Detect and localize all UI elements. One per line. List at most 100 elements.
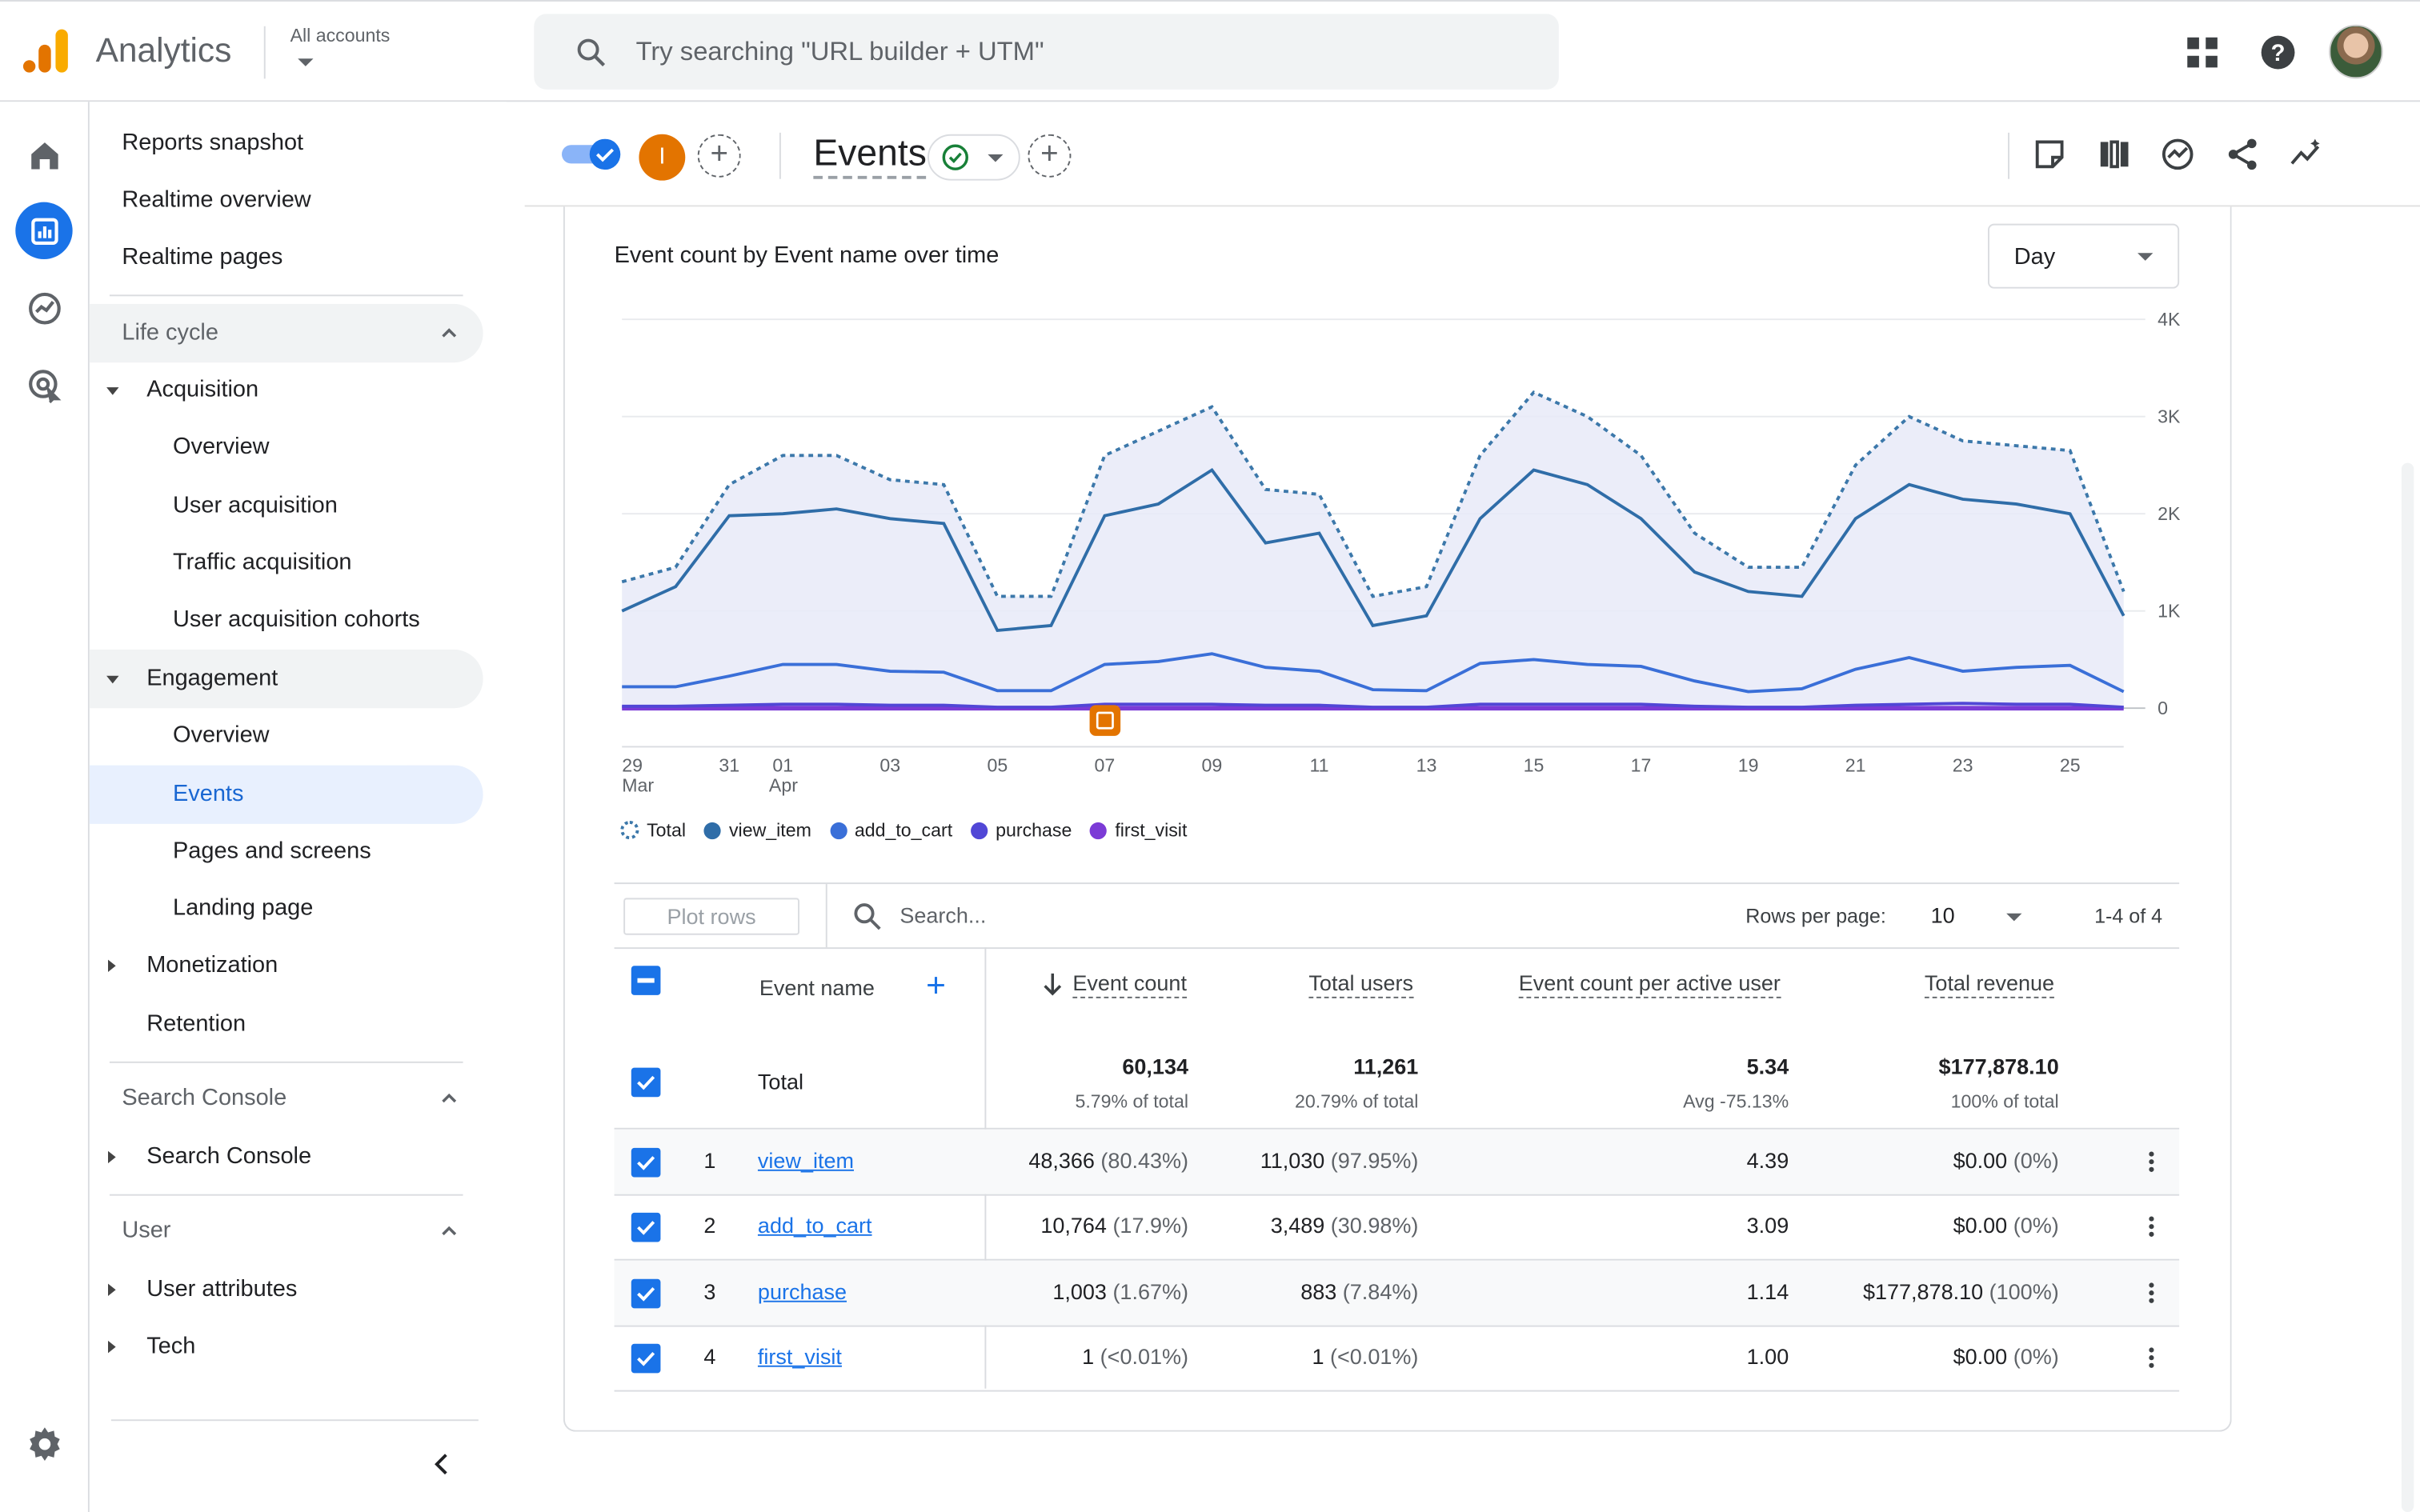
nav-search-console-label: Search Console — [146, 1143, 312, 1170]
nav-reports-snapshot[interactable]: Reports snapshot — [122, 129, 304, 156]
chevron-up-icon[interactable] — [440, 1090, 459, 1108]
more-vert-icon[interactable] — [2149, 1282, 2155, 1304]
chevron-up-icon[interactable] — [440, 324, 459, 342]
legend-item-view-item[interactable]: view_item — [704, 819, 811, 841]
report-status-dropdown[interactable] — [928, 134, 1020, 181]
legend-item-add-to-cart[interactable]: add_to_cart — [830, 819, 952, 841]
column-header-total-revenue[interactable]: Total revenue — [1924, 970, 2055, 998]
nav-acquisition-overview[interactable]: Overview — [172, 433, 270, 460]
event-name-link[interactable]: add_to_cart — [757, 1212, 872, 1238]
customize-report-icon[interactable] — [2031, 136, 2068, 173]
nav-user-attributes[interactable]: User attributes — [90, 1261, 483, 1319]
comparison-toggle[interactable] — [561, 138, 623, 170]
apps-grid-icon[interactable] — [2182, 32, 2222, 72]
analytics-logo-icon[interactable] — [22, 26, 71, 76]
x-tick-label: 29 — [622, 754, 643, 775]
rows-per-page-select[interactable]: 10 — [1930, 902, 1955, 928]
legend-item-purchase[interactable]: purchase — [971, 819, 1072, 841]
nav-acquisition-label: Acquisition — [146, 376, 259, 403]
nav-user-acquisition-cohorts[interactable]: User acquisition cohorts — [172, 606, 420, 633]
nav-acquisition[interactable]: Acquisition — [90, 361, 483, 419]
chart-title: Event count by Event name over time — [614, 242, 1000, 269]
reports-icon[interactable] — [25, 211, 65, 251]
settings-gear-icon[interactable] — [25, 1424, 65, 1464]
expand-right-icon — [107, 1340, 116, 1354]
row-checkbox[interactable] — [631, 1212, 661, 1242]
row-checkbox[interactable] — [631, 1278, 661, 1309]
nav-traffic-acquisition[interactable]: Traffic acquisition — [172, 549, 352, 576]
plot-rows-button[interactable]: Plot rows — [623, 898, 799, 935]
granularity-select[interactable]: Day — [1987, 223, 2180, 289]
more-vert-icon[interactable] — [2149, 1151, 2155, 1173]
nav-divider — [109, 294, 463, 297]
sparkle-trend-icon[interactable] — [2287, 136, 2324, 173]
row-checkbox[interactable] — [631, 1147, 661, 1178]
column-header-total-users[interactable]: Total users — [1308, 970, 1413, 998]
search-bar[interactable]: Try searching "URL builder + UTM" — [534, 14, 1559, 90]
nav-realtime-overview[interactable]: Realtime overview — [122, 186, 311, 214]
add-dimension-button[interactable]: + — [926, 966, 946, 1005]
column-header-per-active-user[interactable]: Event count per active user — [1518, 970, 1781, 998]
chevron-down-icon — [988, 154, 1004, 162]
help-icon[interactable]: ? — [2258, 32, 2298, 72]
row-checkbox[interactable] — [631, 1343, 661, 1374]
comparison-badge[interactable]: I — [639, 134, 686, 181]
nav-realtime-pages[interactable]: Realtime pages — [122, 243, 283, 270]
select-all-checkbox[interactable] — [631, 966, 661, 995]
table-row[interactable] — [614, 1260, 2180, 1326]
more-vert-icon[interactable] — [2149, 1347, 2155, 1369]
table-row[interactable] — [614, 1129, 2180, 1194]
more-vert-icon[interactable] — [2149, 1216, 2155, 1238]
chevron-up-icon[interactable] — [440, 1222, 459, 1240]
event-name-link[interactable]: purchase — [757, 1278, 847, 1304]
table-search-input[interactable]: Search... — [899, 902, 987, 928]
collapse-nav-icon[interactable] — [431, 1450, 452, 1478]
nav-engagement[interactable]: Engagement — [89, 649, 483, 709]
compare-columns-icon[interactable] — [2096, 136, 2133, 173]
share-icon[interactable] — [2224, 136, 2261, 173]
search-input[interactable]: Try searching "URL builder + UTM" — [635, 37, 1044, 66]
row-checkbox-total[interactable] — [631, 1067, 661, 1098]
legend-item-first-visit[interactable]: first_visit — [1090, 819, 1187, 841]
chevron-down-icon[interactable] — [2006, 913, 2022, 922]
insights-icon[interactable] — [2159, 136, 2196, 173]
explore-icon[interactable] — [25, 289, 65, 329]
nav-user-acquisition[interactable]: User acquisition — [172, 492, 338, 518]
annotation-marker-icon[interactable] — [1089, 705, 1121, 736]
account-dropdown-icon[interactable] — [298, 58, 314, 66]
nav-section-lifecycle[interactable]: Life cycle — [89, 303, 483, 363]
nav-events[interactable]: Events — [89, 765, 483, 824]
page-scrollbar[interactable] — [2401, 462, 2414, 1512]
value: $177,878.10 — [1862, 1278, 1989, 1304]
column-header-event-count[interactable]: Event count — [1072, 970, 1187, 998]
nav-retention[interactable]: Retention — [146, 1010, 246, 1037]
column-header-event-name[interactable]: Event name — [759, 974, 875, 1000]
add-comparison-button[interactable]: + — [697, 134, 741, 178]
y-tick-label: 1K — [2158, 600, 2181, 621]
nav-section-user[interactable]: User — [90, 1202, 483, 1260]
nav-tech[interactable]: Tech — [90, 1318, 483, 1376]
add-filter-button[interactable]: + — [1028, 134, 1072, 178]
nav-landing-page[interactable]: Landing page — [172, 894, 314, 922]
nav-pages-and-screens[interactable]: Pages and screens — [172, 838, 371, 864]
nav-search-console[interactable]: Search Console — [90, 1128, 483, 1186]
event-name-link[interactable]: view_item — [757, 1147, 854, 1173]
cell-total-revenue: $0.00 (0%) — [1953, 1148, 2059, 1173]
report-title[interactable]: Events — [813, 133, 927, 179]
account-selector[interactable]: All accounts — [290, 24, 391, 46]
legend-item-Total[interactable]: Total — [620, 819, 686, 841]
total-per-user: 5.34 — [1746, 1054, 1789, 1079]
nav-monetization[interactable]: Monetization — [90, 937, 483, 995]
avatar[interactable] — [2329, 24, 2383, 79]
search-icon — [854, 903, 881, 930]
column-header-per-active-user-label: Event count per active user — [1518, 970, 1781, 998]
nav-section-search-console[interactable]: Search Console — [90, 1069, 483, 1127]
event-name-link[interactable]: first_visit — [757, 1343, 842, 1369]
sort-descending-icon[interactable] — [1042, 972, 1064, 997]
home-icon[interactable] — [25, 136, 65, 176]
y-tick-label: 4K — [2158, 309, 2181, 330]
advertising-icon[interactable] — [25, 366, 65, 406]
series-line-purchase — [622, 702, 2124, 709]
nav-engagement-overview[interactable]: Overview — [172, 722, 270, 749]
